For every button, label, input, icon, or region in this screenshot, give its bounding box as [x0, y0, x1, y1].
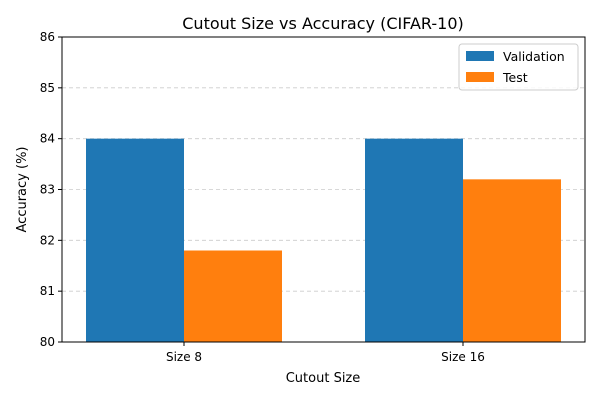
chart-title: Cutout Size vs Accuracy (CIFAR-10): [182, 14, 463, 33]
bar-validation-size-8: [86, 138, 184, 342]
x-tick-label: Size 8: [166, 350, 202, 364]
y-tick-label: 81: [40, 284, 55, 298]
x-axis-label: Cutout Size: [286, 371, 361, 386]
x-tick-label: Size 16: [441, 350, 485, 364]
x-axis-ticks: Size 8 Size 16: [166, 342, 485, 364]
bar-validation-size-16: [365, 138, 463, 342]
legend-label-validation: Validation: [503, 49, 565, 64]
legend-swatch-test: [466, 72, 494, 82]
bars: [86, 138, 561, 342]
y-tick-label: 83: [40, 183, 55, 197]
legend-swatch-validation: [466, 51, 494, 61]
y-tick-label: 85: [40, 81, 55, 95]
bar-test-size-8: [184, 250, 282, 342]
legend-label-test: Test: [502, 70, 528, 85]
bar-test-size-16: [463, 179, 561, 342]
y-tick-label: 80: [40, 335, 55, 349]
y-axis-ticks: 80 81 82 83 84 85 86: [40, 30, 62, 349]
legend: Validation Test: [458, 43, 579, 91]
y-tick-label: 82: [40, 233, 55, 247]
y-axis-label: Accuracy (%): [15, 147, 30, 233]
y-tick-label: 86: [40, 30, 55, 44]
y-tick-label: 84: [40, 132, 55, 146]
